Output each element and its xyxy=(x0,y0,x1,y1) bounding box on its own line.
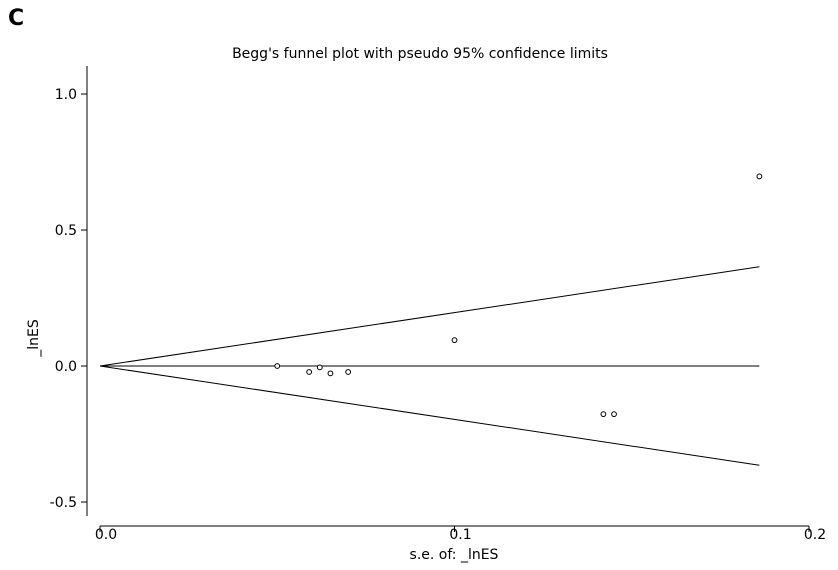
study-point xyxy=(600,411,607,418)
x-axis-label: s.e. of: _lnES xyxy=(410,547,499,563)
x-tick-label: 0.2 xyxy=(804,527,826,543)
y-tick-label: 1.0 xyxy=(55,87,77,103)
x-tick-label: 0.1 xyxy=(449,527,471,543)
chart-title: Begg's funnel plot with pseudo 95% confi… xyxy=(232,46,608,62)
y-tick-label: 0.5 xyxy=(55,223,77,239)
x-tick-label: 0.0 xyxy=(95,527,117,543)
panel-label: C xyxy=(8,6,25,31)
study-point xyxy=(611,411,617,418)
y-tick-label: 0.0 xyxy=(55,359,77,375)
study-point xyxy=(316,364,323,371)
study-point xyxy=(327,370,334,377)
y-axis-label: _lnES xyxy=(26,319,42,358)
study-point xyxy=(306,369,313,375)
study-point xyxy=(274,363,281,369)
y-tick-label: -0.5 xyxy=(50,495,77,511)
funnel-line xyxy=(99,266,760,367)
study-point xyxy=(756,173,763,180)
funnel-line xyxy=(99,365,760,466)
study-point xyxy=(345,369,352,375)
study-point xyxy=(451,337,458,344)
